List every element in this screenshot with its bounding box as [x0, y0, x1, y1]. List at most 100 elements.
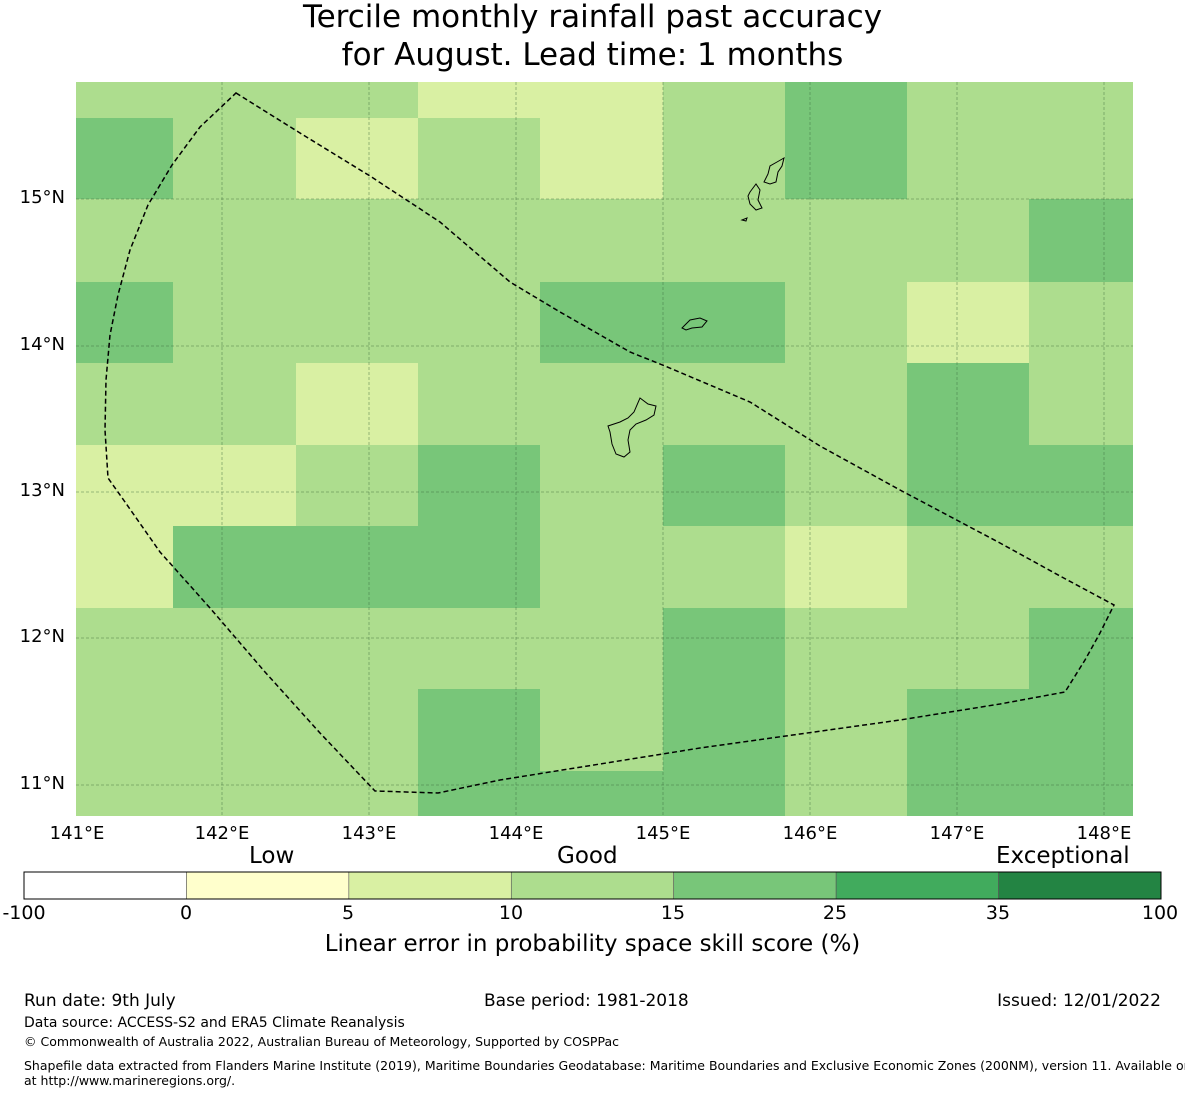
grid-cell [1029, 608, 1133, 689]
issued-date: Issued: 12/01/2022 [997, 991, 1161, 1011]
island-aguijan [740, 217, 748, 222]
grid-cell [663, 771, 785, 816]
tick-label: 0 [179, 902, 193, 924]
tick-label: 15 [660, 902, 686, 924]
eez-boundary [104, 92, 1115, 794]
tick-label: 5 [341, 902, 355, 924]
colorbar-segment [348, 871, 512, 900]
grid-cell [663, 526, 785, 608]
grid-cell [663, 282, 785, 363]
grid-cell [785, 82, 907, 118]
grid-cell [663, 118, 785, 199]
grid-cell [296, 199, 418, 282]
grid-cell [76, 771, 173, 816]
lon-label-146e: 146°E [782, 823, 838, 844]
grid-cell [418, 526, 540, 608]
grid-cell [173, 82, 296, 118]
grid-cell [1029, 199, 1133, 282]
grid-cell [173, 445, 296, 526]
grid-cell [173, 199, 296, 282]
grid-cell [1029, 771, 1133, 816]
run-date: Run date: 9th July [24, 991, 176, 1011]
grid-cell [907, 282, 1029, 363]
grid-cell [785, 526, 907, 608]
grid-cell [418, 282, 540, 363]
title-line-2: for August. Lead time: 1 months [341, 37, 844, 73]
islands [607, 156, 785, 458]
tick-label: 100 [1141, 902, 1179, 924]
grid-cell [540, 118, 663, 199]
grid-cell [76, 526, 173, 608]
grid-cell [76, 118, 173, 199]
grid-cell [540, 363, 663, 445]
base-period: Base period: 1981-2018 [484, 991, 689, 1011]
tick-label: 25 [822, 902, 848, 924]
grid-cell [296, 363, 418, 445]
grid-cell [296, 82, 418, 118]
title-line-1: Tercile monthly rainfall past accuracy [302, 0, 883, 35]
grid-cell [173, 363, 296, 445]
grid-cell [296, 771, 418, 816]
category-low: Low [249, 843, 295, 869]
grid-cell [173, 771, 296, 816]
grid-cell [907, 82, 1029, 118]
grid-cell [540, 445, 663, 526]
grid-cell [418, 445, 540, 526]
grid-cell [173, 526, 296, 608]
island-tinian [747, 183, 763, 211]
grid-cell [296, 689, 418, 771]
grid-cell [418, 608, 540, 689]
colorbar-segment [673, 871, 837, 900]
grid-cell [540, 82, 663, 118]
grid-cell [1029, 82, 1133, 118]
graticule [76, 82, 1133, 816]
colorbar-segment [510, 871, 675, 900]
grid-cell [1029, 363, 1133, 445]
grid-cell [418, 118, 540, 199]
grid-cell [540, 689, 663, 771]
grid-cell [296, 608, 418, 689]
grid-cell [76, 282, 173, 363]
shapefile-credit-line-2: at http://www.marineregions.org/. [24, 1073, 236, 1088]
grid-cell [663, 82, 785, 118]
grid-cell [663, 608, 785, 689]
grid-cell [540, 608, 663, 689]
grid-cell [296, 526, 418, 608]
grid-cell [173, 118, 296, 199]
grid-cell [785, 363, 907, 445]
grid-cell [907, 363, 1029, 445]
grid-cell [296, 118, 418, 199]
grid-cell [907, 118, 1029, 199]
lon-label-144e: 144°E [488, 823, 544, 844]
colorbar-title: Linear error in probability space skill … [324, 931, 861, 957]
lat-label-15n: 15°N [19, 187, 65, 208]
lon-label-143e: 143°E [341, 823, 397, 844]
grid-cell [296, 445, 418, 526]
grid-cell [907, 445, 1029, 526]
grid-cell [418, 363, 540, 445]
island-saipan [763, 156, 785, 185]
grid-cell [785, 771, 907, 816]
grid-cell [418, 82, 540, 118]
grid-cell [540, 771, 663, 816]
colorbar-segment [835, 871, 999, 900]
lat-label-13n: 13°N [19, 480, 65, 501]
grid-cell [540, 199, 663, 282]
grid-cell [418, 689, 540, 771]
grid-cell [785, 118, 907, 199]
grid-cell [785, 445, 907, 526]
grid-cell [540, 526, 663, 608]
grid-cell [907, 526, 1029, 608]
grid-cell [785, 689, 907, 771]
colorbar-segment [186, 871, 350, 900]
colorbar-segment [23, 871, 187, 900]
lon-label-141e: 141°E [49, 823, 105, 844]
grid-cell [1029, 445, 1133, 526]
lon-label-142e: 142°E [194, 823, 250, 844]
grid-cell [173, 608, 296, 689]
lat-label-12n: 12°N [19, 626, 65, 647]
island-guam [607, 397, 657, 458]
lon-label-147e: 147°E [929, 823, 985, 844]
grid-cell [1029, 282, 1133, 363]
grid-cell [907, 689, 1029, 771]
